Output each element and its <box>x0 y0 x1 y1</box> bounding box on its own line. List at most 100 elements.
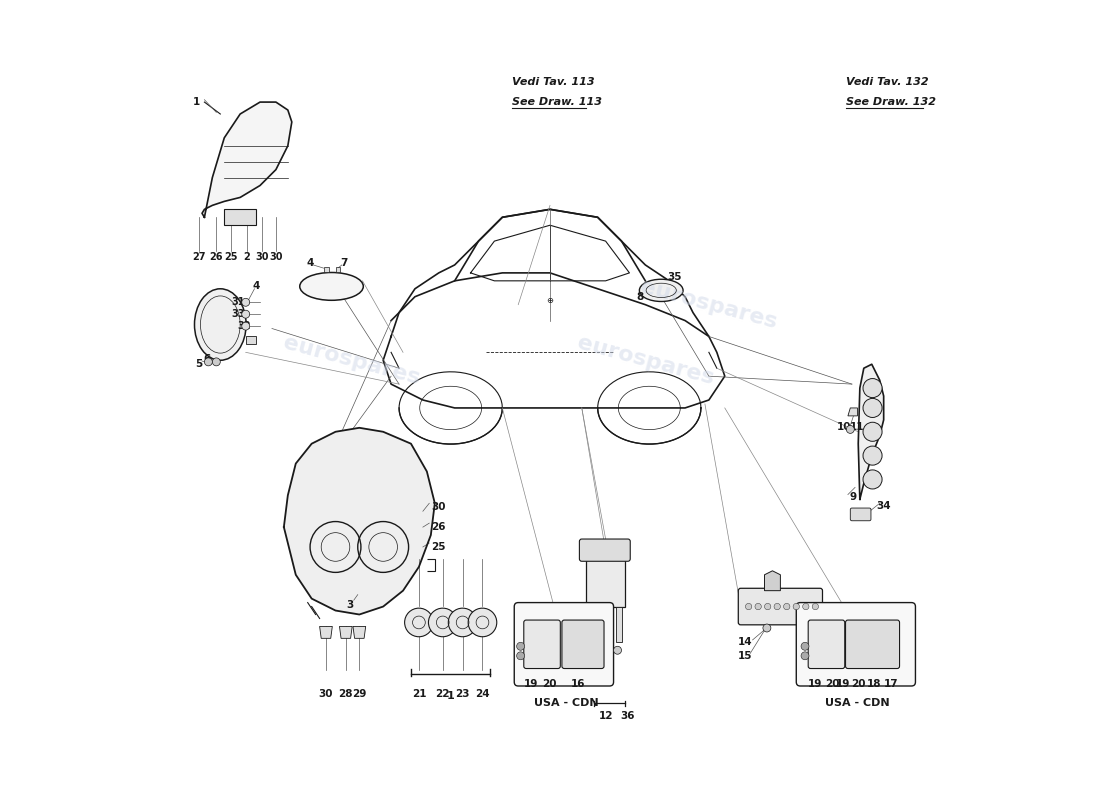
Text: 27: 27 <box>192 252 206 262</box>
Text: 21: 21 <box>411 689 426 699</box>
Circle shape <box>242 310 250 318</box>
Text: USA - CDN: USA - CDN <box>534 698 598 709</box>
Text: 5: 5 <box>195 359 202 370</box>
FancyBboxPatch shape <box>562 620 604 669</box>
Text: 33: 33 <box>232 309 245 319</box>
FancyBboxPatch shape <box>524 620 560 669</box>
Text: 34: 34 <box>877 502 891 511</box>
Text: 35: 35 <box>668 272 682 282</box>
Polygon shape <box>336 266 340 272</box>
Circle shape <box>614 646 622 654</box>
FancyBboxPatch shape <box>850 508 871 521</box>
Circle shape <box>801 652 808 660</box>
Text: 26: 26 <box>210 252 223 262</box>
Text: 4: 4 <box>307 258 314 268</box>
Polygon shape <box>245 337 256 344</box>
Circle shape <box>764 603 771 610</box>
Text: 4: 4 <box>252 282 260 291</box>
Ellipse shape <box>195 289 246 360</box>
Text: 7: 7 <box>340 258 348 268</box>
Circle shape <box>517 652 525 660</box>
Circle shape <box>405 608 433 637</box>
Text: 23: 23 <box>455 689 470 699</box>
Polygon shape <box>858 364 883 499</box>
Circle shape <box>803 603 808 610</box>
Circle shape <box>517 642 525 650</box>
Polygon shape <box>202 102 292 218</box>
FancyBboxPatch shape <box>738 588 823 625</box>
Circle shape <box>746 603 751 610</box>
Text: Vedi Tav. 113: Vedi Tav. 113 <box>512 78 594 87</box>
Polygon shape <box>284 428 434 614</box>
Text: 19: 19 <box>807 679 822 690</box>
Circle shape <box>812 603 818 610</box>
Polygon shape <box>848 408 858 416</box>
Text: 15: 15 <box>737 651 752 661</box>
Text: 22: 22 <box>436 689 450 699</box>
Polygon shape <box>324 266 329 272</box>
Circle shape <box>864 378 882 398</box>
Text: 30: 30 <box>431 502 446 512</box>
Text: 14: 14 <box>737 638 752 647</box>
FancyBboxPatch shape <box>580 539 630 562</box>
Text: 29: 29 <box>352 689 366 699</box>
Text: 30: 30 <box>255 252 270 262</box>
Text: 31: 31 <box>232 298 245 307</box>
Text: 25: 25 <box>431 542 446 552</box>
Text: 18: 18 <box>867 679 881 690</box>
Text: 20: 20 <box>542 679 557 690</box>
Circle shape <box>242 322 250 330</box>
Circle shape <box>864 470 882 489</box>
Polygon shape <box>353 626 365 638</box>
Text: 2: 2 <box>243 252 250 262</box>
Text: 20: 20 <box>826 679 840 690</box>
Text: eurospares: eurospares <box>638 277 780 333</box>
Circle shape <box>846 426 855 434</box>
Ellipse shape <box>639 279 683 302</box>
FancyBboxPatch shape <box>515 602 614 686</box>
Circle shape <box>469 608 497 637</box>
Polygon shape <box>586 559 626 606</box>
Polygon shape <box>340 626 352 638</box>
Text: 24: 24 <box>475 689 490 699</box>
FancyBboxPatch shape <box>808 620 845 669</box>
Circle shape <box>864 422 882 442</box>
Text: 30: 30 <box>319 689 333 699</box>
Text: 36: 36 <box>620 711 635 721</box>
Text: 9: 9 <box>850 492 857 502</box>
Text: 19: 19 <box>524 679 538 690</box>
Circle shape <box>774 603 780 610</box>
FancyBboxPatch shape <box>796 602 915 686</box>
Text: See Draw. 113: See Draw. 113 <box>512 97 602 107</box>
Polygon shape <box>616 606 622 642</box>
Text: eurospares: eurospares <box>280 332 422 388</box>
Text: 19: 19 <box>836 679 850 690</box>
Text: 17: 17 <box>884 679 899 690</box>
Circle shape <box>429 608 458 637</box>
Polygon shape <box>224 210 256 226</box>
Circle shape <box>864 446 882 465</box>
Polygon shape <box>588 606 594 642</box>
Text: 30: 30 <box>270 252 283 262</box>
Text: 8: 8 <box>636 292 644 302</box>
Text: 1: 1 <box>192 97 200 107</box>
Text: 3: 3 <box>346 600 353 610</box>
Text: Vedi Tav. 132: Vedi Tav. 132 <box>846 78 928 87</box>
FancyBboxPatch shape <box>846 620 900 669</box>
Circle shape <box>783 603 790 610</box>
Circle shape <box>763 624 771 632</box>
Text: ⊕: ⊕ <box>547 296 553 305</box>
Text: 6: 6 <box>204 354 210 364</box>
Text: 13: 13 <box>585 653 600 663</box>
Polygon shape <box>764 571 780 590</box>
Text: See Draw. 132: See Draw. 132 <box>846 97 935 107</box>
Text: 1: 1 <box>447 690 454 701</box>
Polygon shape <box>320 626 332 638</box>
Circle shape <box>864 398 882 418</box>
Circle shape <box>212 358 220 366</box>
Circle shape <box>205 358 212 366</box>
Text: 28: 28 <box>339 689 353 699</box>
Text: 26: 26 <box>431 522 446 532</box>
Circle shape <box>242 298 250 306</box>
Circle shape <box>755 603 761 610</box>
